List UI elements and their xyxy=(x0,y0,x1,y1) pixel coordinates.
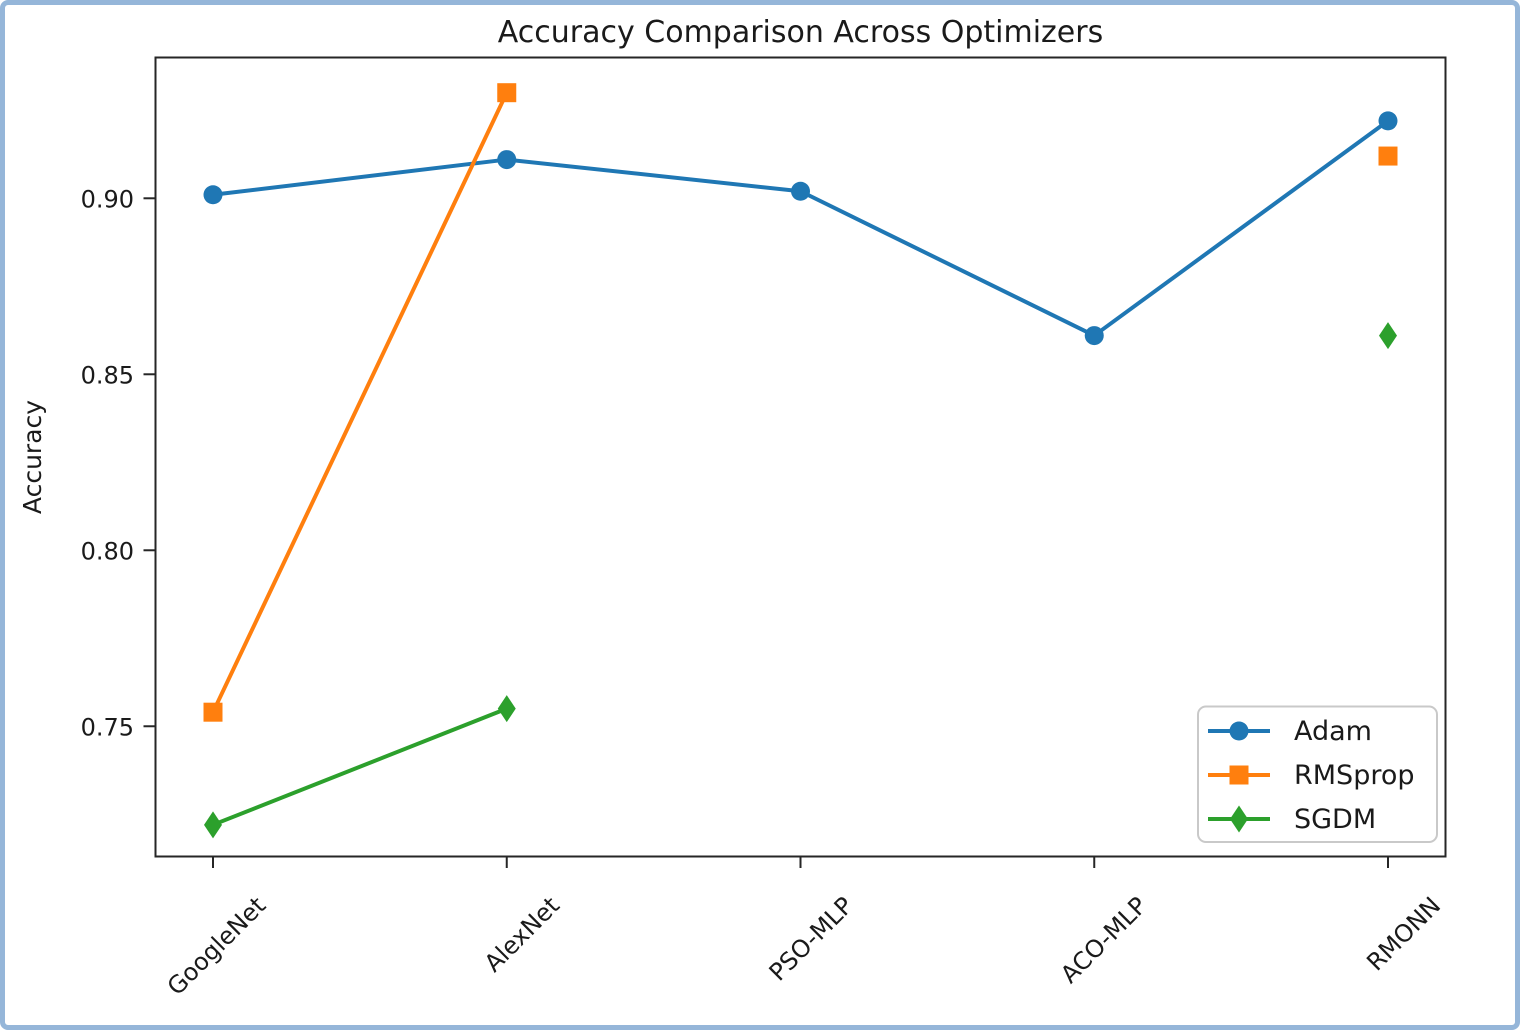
marker-rmsprop-googlenet xyxy=(203,702,223,722)
chart-canvas: 0.75 0.80 0.85 0.90 GoogleNet AlexNet PSO-MLP A… xyxy=(18,15,1447,1001)
y-axis-label: Accuracy xyxy=(18,400,47,514)
plot-area xyxy=(154,56,1447,858)
x-tick-label-pso-mlp: PSO-MLP xyxy=(764,891,859,986)
y-tick-label: 0.80 xyxy=(81,537,134,565)
chart-title: Accuracy Comparison Across Optimizers xyxy=(498,15,1103,50)
marker-sgdm-alexnet xyxy=(497,695,516,723)
marker-sgdm-googlenet xyxy=(204,811,222,839)
legend-label-sgdm: SGDM xyxy=(1294,804,1376,835)
x-tick-label-rmonn: RMONN xyxy=(1361,891,1446,976)
marker-adam-googlenet xyxy=(203,185,223,205)
legend-label-adam: Adam xyxy=(1294,716,1372,747)
y-tick-label: 0.85 xyxy=(81,361,134,389)
marker-rmsprop-rmonn xyxy=(1378,146,1398,166)
legend-marker-sgdm xyxy=(1230,805,1248,833)
legend: Adam RMSprop SGDM xyxy=(1197,705,1438,843)
legend-box xyxy=(1197,705,1438,843)
y-tick-label: 0.75 xyxy=(81,713,134,741)
series-line-adam xyxy=(211,118,1390,338)
marker-adam-rmonn xyxy=(1378,111,1398,131)
y-tick-label: 0.90 xyxy=(81,185,134,213)
x-tick-label-aco-mlp: ACO-MLP xyxy=(1055,891,1152,988)
legend-marker-rmsprop xyxy=(1229,765,1249,785)
marker-rmsprop-alexnet xyxy=(497,83,517,103)
legend-label-rmsprop: RMSprop xyxy=(1294,760,1415,791)
marker-adam-pso-mlp xyxy=(791,181,810,201)
x-tick-label-googlenet: GoogleNet xyxy=(162,891,271,1000)
x-tick-label-alexnet: AlexNet xyxy=(479,891,565,977)
marker-adam-alexnet xyxy=(497,150,517,170)
marker-sgdm-rmonn xyxy=(1379,322,1397,350)
marker-adam-aco-mlp xyxy=(1084,326,1104,346)
legend-marker-adam xyxy=(1229,721,1249,741)
